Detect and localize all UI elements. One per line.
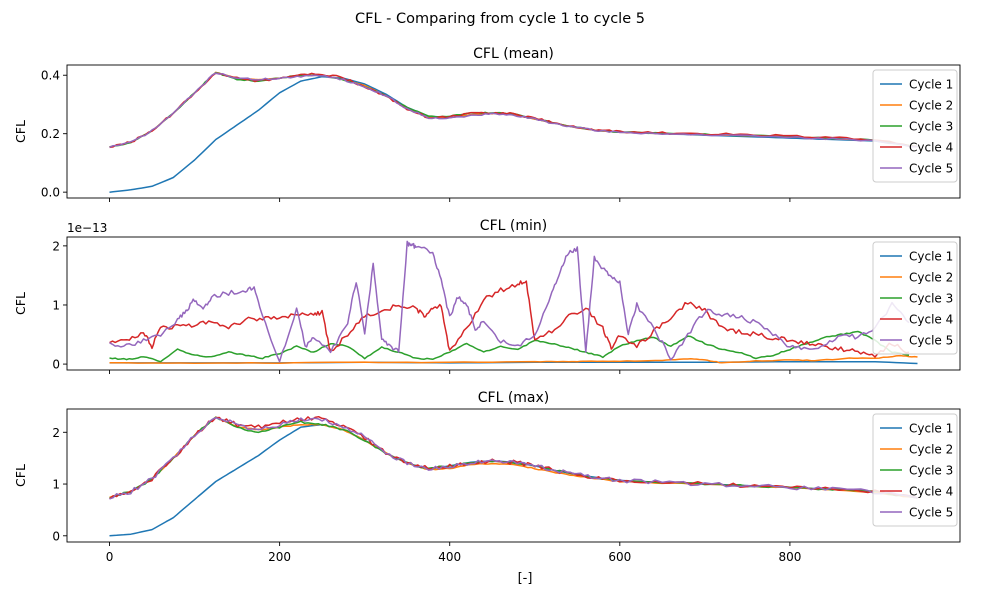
subplot-title: CFL (min) — [480, 218, 547, 234]
legend-label: Cycle 4 — [909, 313, 953, 327]
legend-label: Cycle 3 — [909, 120, 953, 134]
y-tick-label: 0.0 — [41, 186, 60, 200]
figure-suptitle: CFL - Comparing from cycle 1 to cycle 5 — [355, 11, 645, 27]
axes-frame — [66, 408, 961, 543]
legend-label: Cycle 2 — [909, 271, 953, 285]
y-offset-text: 1e−13 — [67, 221, 107, 235]
y-tick-label: 2 — [52, 239, 60, 253]
y-tick-label: 0.2 — [41, 127, 60, 141]
legend-label: Cycle 1 — [909, 422, 953, 436]
legend-label: Cycle 5 — [909, 162, 953, 176]
series-line-cycle-5 — [109, 240, 910, 363]
legend-label: Cycle 2 — [909, 99, 953, 113]
legend-label: Cycle 3 — [909, 464, 953, 478]
legend-frame — [872, 69, 958, 183]
y-tick-label: 0.4 — [41, 69, 60, 83]
legend: Cycle 1 Cycle 2 Cycle 3 Cycle 4 Cycle 5 — [872, 241, 958, 355]
subplot-title: CFL (max) — [478, 390, 550, 406]
legend-label: Cycle 1 — [909, 250, 953, 264]
subplot-title: CFL (mean) — [473, 46, 554, 62]
series-line-cycle-4 — [109, 280, 910, 358]
x-tick-label: 600 — [608, 550, 631, 564]
series-line-cycle-2 — [109, 354, 918, 364]
legend-label: Cycle 1 — [909, 78, 953, 92]
legend-frame — [872, 241, 958, 355]
y-tick-label: 1 — [52, 298, 60, 312]
axes-frame — [66, 64, 961, 199]
series-line-cycle-3 — [109, 330, 910, 363]
y-tick-label: 2 — [52, 426, 60, 440]
legend-label: Cycle 4 — [909, 141, 953, 155]
y-axis-label: CFL — [13, 464, 28, 487]
y-tick-label: 0 — [52, 529, 60, 543]
legend-label: Cycle 4 — [909, 485, 953, 499]
x-tick-label: 800 — [778, 550, 801, 564]
series-line-cycle-4 — [109, 415, 918, 500]
legend-label: Cycle 2 — [909, 443, 953, 457]
legend: Cycle 1 Cycle 2 Cycle 3 Cycle 4 Cycle 5 — [872, 413, 958, 527]
x-tick-label: 200 — [268, 550, 291, 564]
x-tick-label: 0 — [106, 550, 114, 564]
series-line-cycle-5 — [109, 72, 918, 148]
y-axis-label: CFL — [13, 292, 28, 315]
series-line-cycle-5 — [109, 416, 918, 500]
series-lines — [109, 71, 918, 193]
series-lines — [109, 240, 918, 365]
series-lines — [109, 415, 918, 537]
y-axis-label: CFL — [13, 120, 28, 143]
x-tick-label: 400 — [438, 550, 461, 564]
legend-label: Cycle 5 — [909, 506, 953, 520]
legend: Cycle 1 Cycle 2 Cycle 3 Cycle 4 Cycle 5 — [872, 69, 958, 183]
y-tick-label: 0 — [52, 358, 60, 372]
axes-frame — [66, 236, 961, 371]
x-axis-label: [-] — [518, 571, 533, 586]
legend-frame — [872, 413, 958, 527]
y-tick-label: 1 — [52, 478, 60, 492]
legend-label: Cycle 5 — [909, 334, 953, 348]
legend-label: Cycle 3 — [909, 292, 953, 306]
